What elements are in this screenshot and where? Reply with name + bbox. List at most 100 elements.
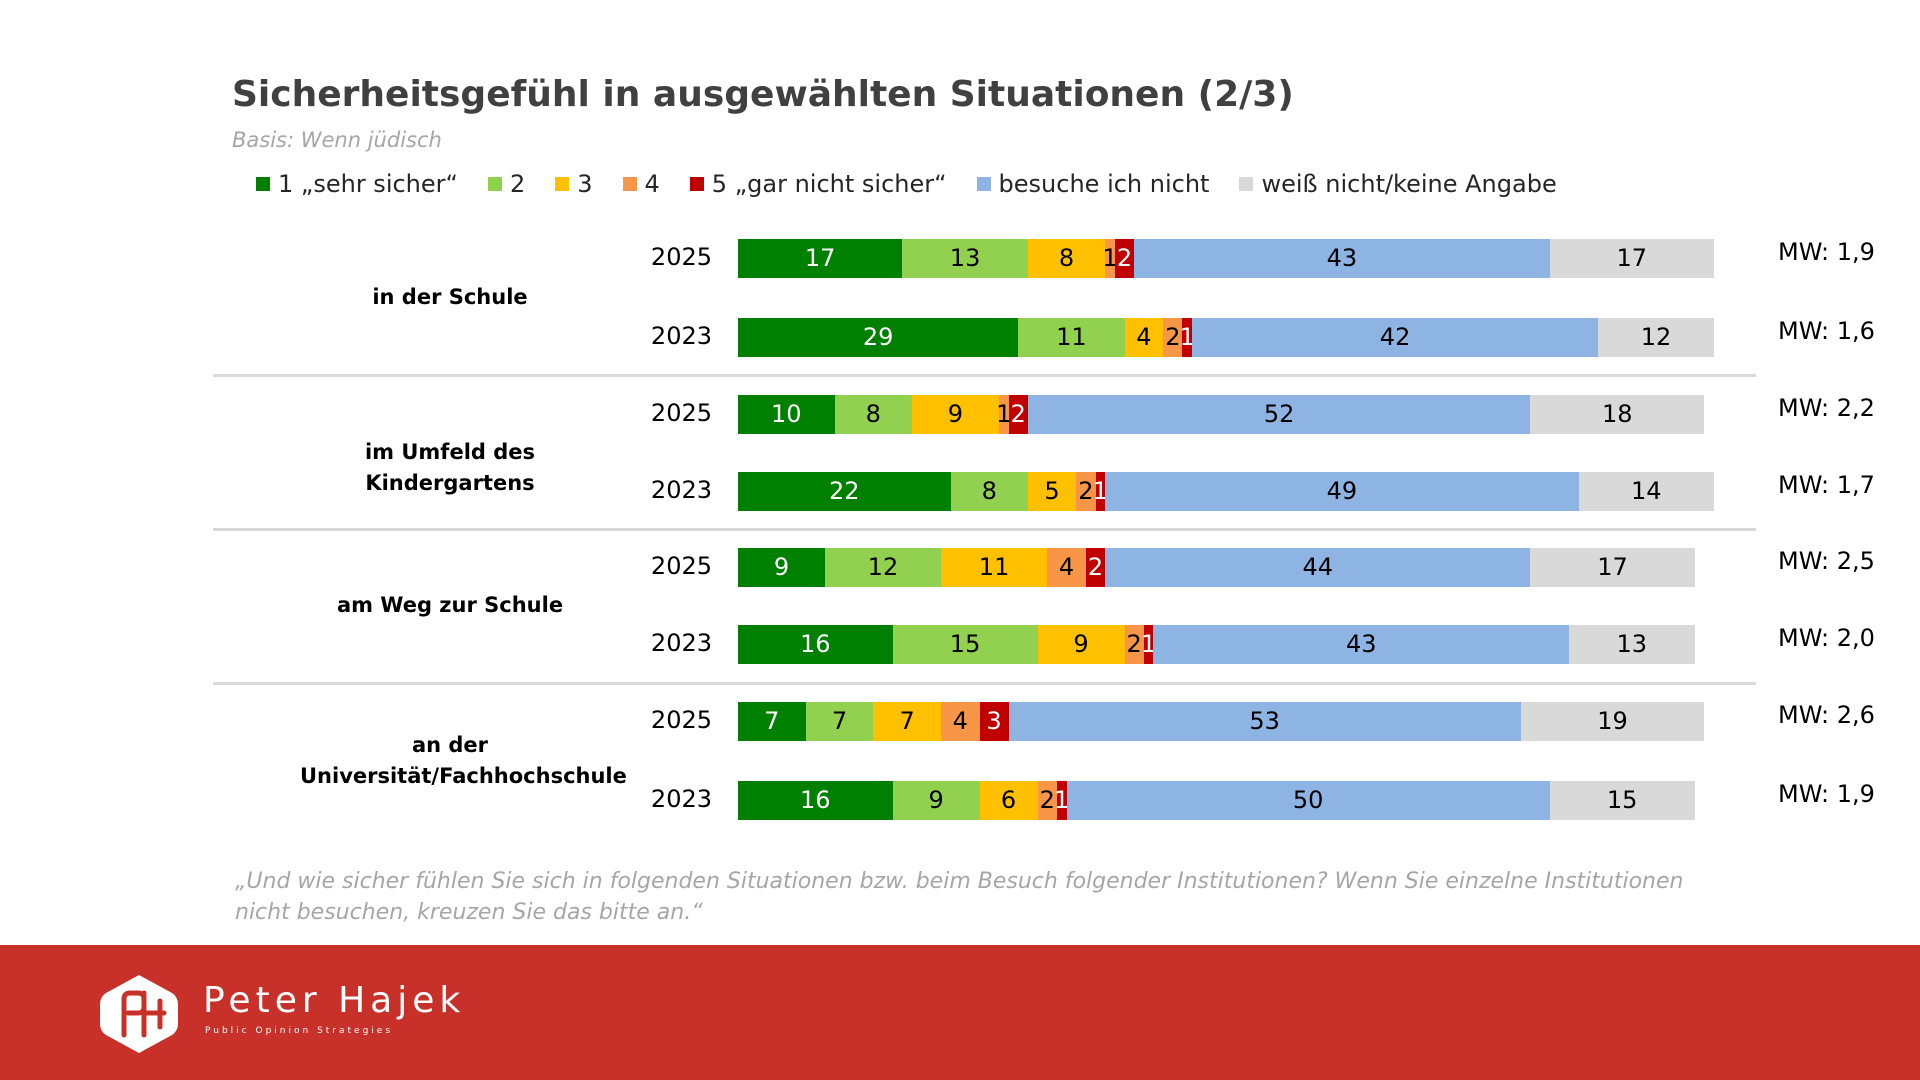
legend-label: 3 bbox=[577, 170, 593, 198]
bar-segment: 16 bbox=[738, 780, 893, 820]
legend-label: besuche ich nicht bbox=[998, 170, 1210, 198]
stacked-bar: 7 7 7 4 3 53 19 bbox=[738, 701, 1705, 741]
mean-value-label: MW: 2,6 bbox=[1778, 701, 1875, 729]
group-separator bbox=[213, 374, 1756, 377]
bar-segment: 9 bbox=[738, 547, 825, 587]
group-label: in der Schule bbox=[372, 285, 528, 309]
bar-segment: 6 bbox=[979, 780, 1038, 820]
peter-hajek-logo-icon bbox=[100, 975, 178, 1053]
bar-segment: 19 bbox=[1520, 701, 1705, 741]
bar-segment: 11 bbox=[1018, 317, 1125, 357]
bar-segment: 2 bbox=[1008, 394, 1028, 434]
survey-question: „Und wie sicher fühlen Sie sich in folge… bbox=[235, 869, 1684, 925]
bar-segment: 18 bbox=[1530, 394, 1705, 434]
group-separator bbox=[213, 682, 1756, 685]
bar-segment: 43 bbox=[1153, 624, 1569, 664]
bar-segment: 15 bbox=[1549, 780, 1695, 820]
brand-tagline: Public Opinion Strategies bbox=[205, 1026, 394, 1036]
year-label: 2023 bbox=[650, 629, 712, 657]
bar-segment: 7 bbox=[805, 701, 874, 741]
bar-segment: 4 bbox=[1047, 547, 1086, 587]
year-label: 2023 bbox=[650, 785, 712, 813]
bar-segment: 43 bbox=[1134, 238, 1550, 278]
legend-swatch bbox=[976, 177, 991, 191]
bar-segment: 53 bbox=[1008, 701, 1521, 741]
stacked-bar: 16 9 6 2 1 50 15 bbox=[738, 780, 1695, 820]
bar-segment: 4 bbox=[940, 701, 980, 741]
bar-segment: 1 bbox=[1054, 780, 1069, 820]
legend-item: 4 bbox=[622, 170, 660, 198]
bar-segment: 12 bbox=[1598, 317, 1714, 357]
bar-segment: 2 bbox=[1085, 547, 1106, 587]
mean-value-label: MW: 1,7 bbox=[1778, 471, 1875, 499]
legend-item: 2 bbox=[487, 170, 526, 198]
legend-label: weiß nicht/keine Angabe bbox=[1261, 170, 1557, 198]
bar-segment: 52 bbox=[1027, 394, 1531, 434]
bar-segment: 12 bbox=[824, 547, 941, 587]
group-label: im Umfeld des Kindergartens bbox=[364, 440, 536, 495]
bar-segment: 2 bbox=[1076, 471, 1096, 511]
mean-value-label: MW: 2,2 bbox=[1778, 394, 1875, 422]
year-label: 2025 bbox=[650, 706, 712, 734]
bar-segment: 2 bbox=[1114, 238, 1135, 278]
bar-segment: 16 bbox=[738, 624, 893, 664]
bar-segment: 9 bbox=[911, 394, 999, 434]
legend-swatch bbox=[487, 177, 502, 191]
bar-segment: 1 bbox=[1141, 624, 1156, 664]
bar-segment: 9 bbox=[892, 780, 980, 820]
legend: 1 „sehr sicher“ 2 3 4 5 „gar nicht sicher“ be… bbox=[256, 170, 1587, 198]
mean-value-label: MW: 2,0 bbox=[1778, 624, 1875, 652]
bar-segment: 29 bbox=[738, 317, 1019, 357]
stacked-bar: 29 11 4 2 1 42 12 bbox=[738, 317, 1714, 357]
legend-label: 2 bbox=[509, 170, 526, 198]
bar-segment: 1 bbox=[996, 394, 1011, 434]
legend-swatch bbox=[555, 177, 570, 191]
legend-swatch bbox=[689, 177, 704, 191]
stacked-bar-chart: in der Schule 2025 17 13 8 1 2 43 17 MW: 1,9 2023 2… bbox=[213, 238, 1875, 820]
legend-item: 3 bbox=[555, 170, 593, 198]
year-label: 2025 bbox=[650, 399, 712, 427]
bar-segment: 5 bbox=[1027, 471, 1077, 511]
bar-segment: 11 bbox=[940, 547, 1048, 587]
bar-segment: 13 bbox=[1569, 624, 1695, 664]
bar-segment: 7 bbox=[873, 701, 941, 741]
footer-band bbox=[0, 945, 1920, 1080]
bar-segment: 8 bbox=[834, 394, 912, 434]
legend-item: 5 „gar nicht sicher“ bbox=[689, 170, 947, 198]
bar-segment: 50 bbox=[1066, 780, 1550, 820]
stacked-bar: 17 13 8 1 2 43 17 bbox=[738, 238, 1714, 278]
mean-value-label: MW: 1,6 bbox=[1778, 317, 1875, 345]
bar-segment: 15 bbox=[892, 624, 1038, 664]
year-label: 2023 bbox=[650, 322, 712, 350]
legend-item: 1 „sehr sicher“ bbox=[256, 170, 458, 198]
bar-segment: 17 bbox=[738, 238, 903, 278]
bar-segment: 17 bbox=[1549, 238, 1714, 278]
bar-segment: 9 bbox=[1037, 624, 1125, 664]
bar-segment: 2 bbox=[1163, 317, 1183, 357]
bar-segment: 1 bbox=[1093, 471, 1108, 511]
bar-segment: 42 bbox=[1192, 317, 1598, 357]
chart-subtitle: Basis: Wenn jüdisch bbox=[232, 128, 442, 152]
group-separator bbox=[213, 528, 1756, 531]
legend-label: 1 „sehr sicher“ bbox=[278, 170, 458, 198]
year-label: 2023 bbox=[650, 476, 712, 504]
legend-swatch bbox=[256, 177, 270, 191]
bar-segment: 2 bbox=[1124, 624, 1144, 664]
brand-name: Peter Hajek bbox=[203, 980, 466, 1021]
mean-value-label: MW: 1,9 bbox=[1778, 780, 1875, 808]
bar-segment: 4 bbox=[1124, 317, 1164, 357]
chart-title: Sicherheitsgefühl in ausgewählten Situat… bbox=[232, 74, 1294, 115]
bar-segment: 10 bbox=[738, 394, 835, 434]
bar-segment: 17 bbox=[1530, 547, 1695, 587]
bar-segment: 8 bbox=[1027, 238, 1106, 278]
bar-segment: 49 bbox=[1105, 471, 1579, 511]
stacked-bar: 16 15 9 2 1 43 13 bbox=[738, 624, 1695, 664]
legend-item: weiß nicht/keine Angabe bbox=[1239, 170, 1557, 198]
bar-segment: 1 bbox=[1102, 238, 1118, 278]
bar-segment: 2 bbox=[1037, 780, 1057, 820]
group-label: am Weg zur Schule bbox=[336, 593, 564, 617]
legend-label: 5 „gar nicht sicher“ bbox=[711, 170, 947, 198]
bar-segment: 3 bbox=[979, 701, 1009, 741]
bar-segment: 22 bbox=[738, 471, 951, 511]
group-label: an der Universität/Fachhochschule bbox=[300, 732, 627, 788]
